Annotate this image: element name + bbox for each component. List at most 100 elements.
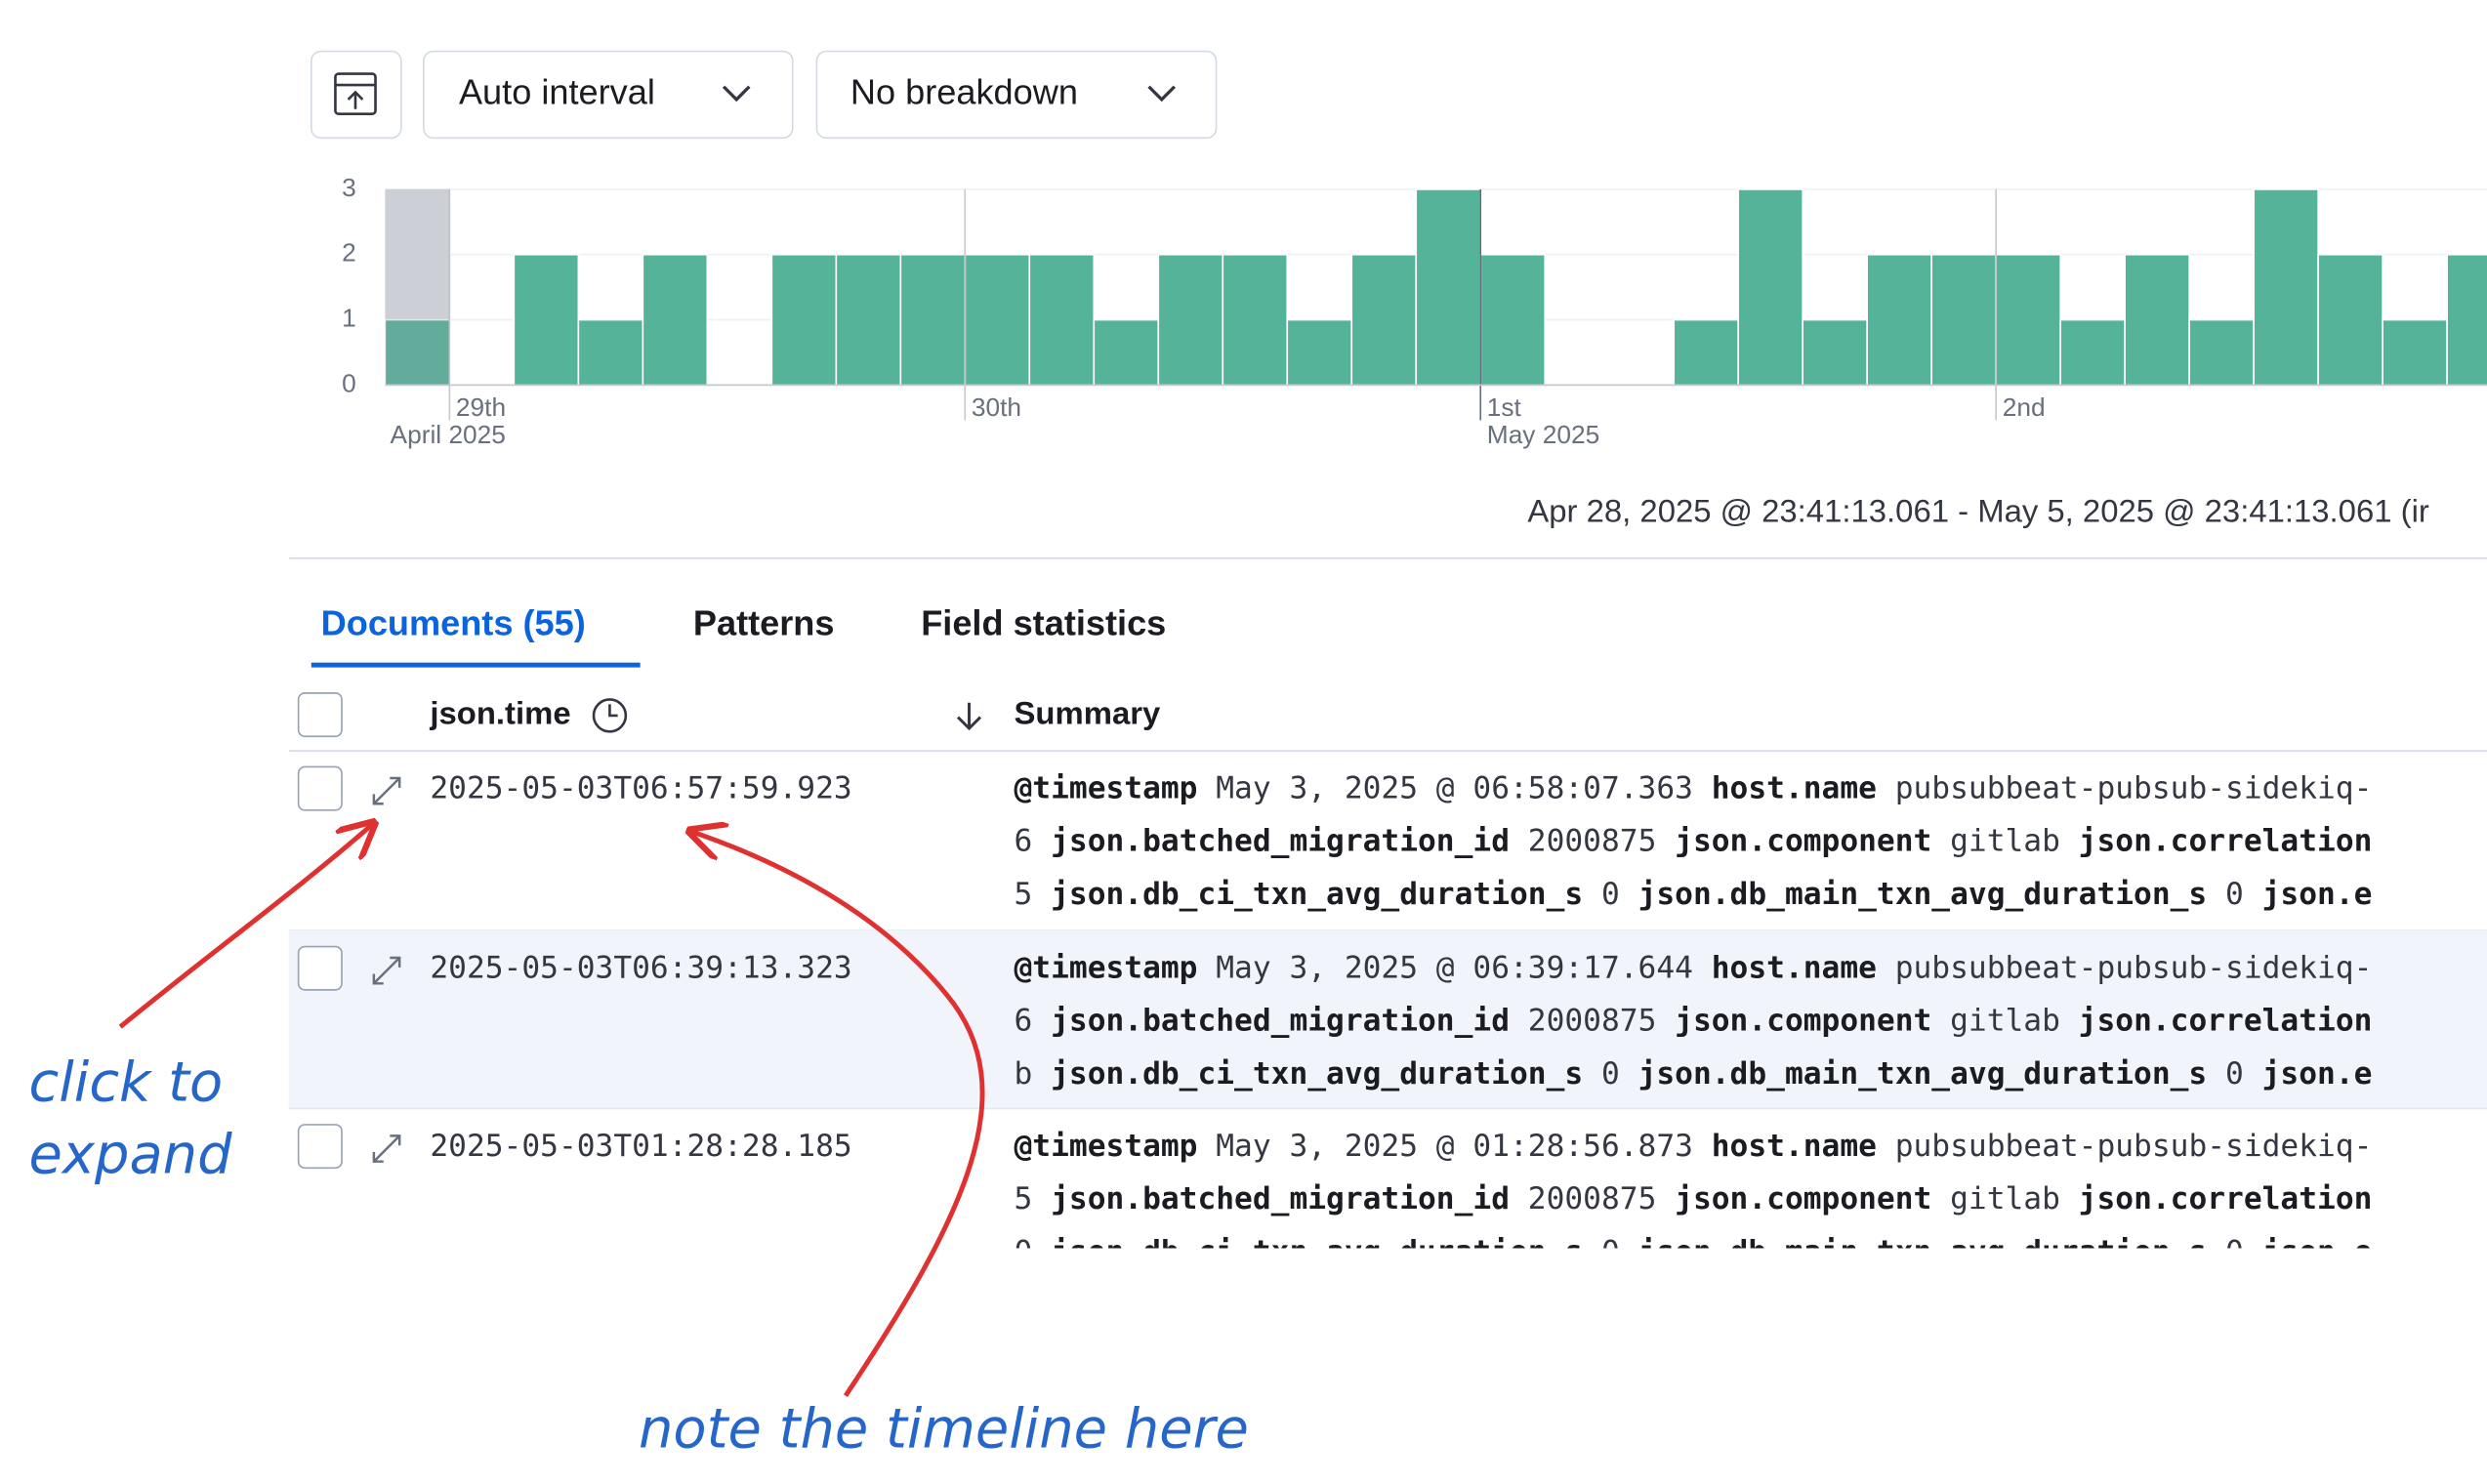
bar bbox=[1802, 318, 1869, 387]
field-value: 0 bbox=[1015, 1234, 1033, 1269]
field-name: json.e bbox=[2262, 1056, 2373, 1092]
bar bbox=[642, 253, 709, 387]
expand-icon[interactable] bbox=[372, 776, 401, 805]
bar bbox=[2253, 188, 2319, 387]
bar bbox=[1222, 253, 1289, 387]
field-value: May 3, 2025 @ 06:58:07.363 bbox=[1216, 770, 1693, 805]
field-name: json.component bbox=[1675, 1004, 1931, 1039]
bar bbox=[2317, 253, 2383, 387]
bar bbox=[384, 318, 451, 387]
summary-line: @timestamp May 3, 2025 @ 01:28:56.873 ho… bbox=[1015, 1129, 2373, 1164]
bar bbox=[1028, 253, 1096, 387]
checkbox[interactable] bbox=[297, 1124, 343, 1170]
upload-icon bbox=[334, 72, 377, 115]
field-name: json.db_main_txn_avg_duration_s bbox=[1638, 1056, 2208, 1092]
timestamp-cell: 2025-05-03T06:39:13.323 bbox=[430, 951, 851, 986]
field-value: gitlab bbox=[1950, 1004, 2060, 1039]
checkbox[interactable] bbox=[297, 765, 343, 811]
field-value: 6 bbox=[1015, 1004, 1033, 1039]
tab-underline bbox=[311, 662, 641, 668]
summary-line: 0 json.db_ci_txn_avg_duration_s 0 json.d… bbox=[1015, 1234, 2373, 1269]
column-header[interactable]: Summary bbox=[1015, 695, 1161, 731]
field-value: 5 bbox=[1015, 877, 1033, 912]
sort-icon[interactable] bbox=[956, 702, 982, 731]
chevron bbox=[1147, 85, 1177, 103]
column-header[interactable]: json.time bbox=[429, 695, 570, 731]
annotation: expand bbox=[29, 1124, 233, 1187]
interval-label: Auto interval bbox=[459, 72, 655, 112]
expand-icon[interactable] bbox=[372, 956, 401, 985]
summary-line: @timestamp May 3, 2025 @ 06:58:07.363 ho… bbox=[1015, 770, 2373, 805]
x-group-label: May 2025 bbox=[1487, 420, 1599, 449]
field-name: json.db_ci_txn_avg_duration_s bbox=[1051, 1056, 1583, 1092]
field-value: May 3, 2025 @ 01:28:56.873 bbox=[1216, 1129, 1693, 1164]
y-tick-label: 3 bbox=[342, 173, 356, 202]
field-name: host.name bbox=[1712, 770, 1877, 805]
field-name: json.db_main_txn_avg_duration_s bbox=[1638, 877, 2208, 912]
bar bbox=[770, 253, 838, 387]
annotation: click to bbox=[29, 1051, 224, 1115]
bar bbox=[1673, 318, 1740, 387]
checkbox[interactable] bbox=[297, 945, 343, 991]
table-header: json.time Summary bbox=[288, 692, 2487, 752]
bar bbox=[899, 253, 967, 387]
x-tick-label: 29th bbox=[456, 392, 506, 422]
row-highlight bbox=[288, 930, 2487, 1109]
field-name: @timestamp bbox=[1015, 1129, 1198, 1164]
summary-line: 6 json.batched_migration_id 2000875 json… bbox=[1015, 1004, 2373, 1039]
field-value: 0 bbox=[1601, 1056, 1620, 1092]
bar bbox=[2124, 253, 2190, 387]
field-value: gitlab bbox=[1950, 1181, 2060, 1216]
timestamp-cell: 2025-05-03T01:28:28.185 bbox=[430, 1129, 851, 1164]
field-name: json.batched_migration_id bbox=[1051, 1181, 1510, 1216]
field-value: May 3, 2025 @ 06:39:17.644 bbox=[1216, 951, 1693, 986]
checkbox[interactable] bbox=[297, 692, 343, 738]
field-value: 5 bbox=[1015, 1181, 1033, 1216]
field-name: json.e bbox=[2262, 877, 2373, 912]
y-tick-label: 0 bbox=[342, 368, 356, 397]
bar bbox=[2188, 318, 2255, 387]
breakdown-button[interactable] bbox=[815, 50, 1218, 140]
field-name: json.correlation bbox=[2079, 1181, 2373, 1216]
field-value: 2000875 bbox=[1528, 1181, 1657, 1216]
field-value: 0 bbox=[2225, 877, 2244, 912]
field-name: json.db_ci_txn_avg_duration_s bbox=[1051, 1234, 1583, 1269]
bar bbox=[1479, 253, 1547, 387]
tab[interactable]: Field statistics bbox=[921, 602, 1166, 642]
bar bbox=[1093, 318, 1160, 387]
x-tick-label: 2nd bbox=[2003, 392, 2046, 422]
bar bbox=[835, 253, 902, 387]
field-name: json.correlation bbox=[2079, 1004, 2373, 1039]
annotation: note the timeline here bbox=[639, 1398, 1249, 1462]
summary-line: 5 json.db_ci_txn_avg_duration_s 0 json.d… bbox=[1015, 877, 2373, 912]
field-name: json.correlation bbox=[2079, 824, 2373, 859]
field-name: json.db_ci_txn_avg_duration_s bbox=[1051, 877, 1583, 912]
table-body: 2025-05-03T06:57:59.923 @timestamp May 3,… bbox=[288, 765, 2487, 1269]
field-value: 6 bbox=[1015, 824, 1033, 859]
breakdown-label: No breakdown bbox=[850, 72, 1078, 112]
clock-icon bbox=[592, 698, 628, 733]
bar bbox=[1350, 253, 1418, 387]
field-value: pubsubbeat-pubsub-sidekiq- bbox=[1895, 770, 2373, 805]
field-name: host.name bbox=[1712, 951, 1877, 986]
bar bbox=[577, 318, 644, 387]
bar bbox=[1286, 318, 1353, 387]
bar bbox=[2446, 253, 2487, 387]
bar bbox=[2382, 318, 2448, 387]
x-tick-label: 30th bbox=[972, 392, 1021, 422]
tab[interactable]: Patterns bbox=[693, 602, 835, 642]
out-of-range-overlay bbox=[385, 188, 450, 386]
field-value: 2000875 bbox=[1528, 824, 1657, 859]
arrow bbox=[118, 823, 374, 1029]
interval-button[interactable] bbox=[422, 50, 794, 140]
x-group-label: April 2025 bbox=[391, 420, 506, 449]
field-value: 0 bbox=[2225, 1234, 2244, 1269]
expand-icon[interactable] bbox=[372, 1134, 401, 1163]
field-name: json.component bbox=[1675, 824, 1931, 859]
field-value: 0 bbox=[1601, 877, 1620, 912]
timestamp-cell: 2025-05-03T06:57:59.923 bbox=[430, 770, 851, 805]
field-value: gitlab bbox=[1950, 824, 2060, 859]
tab[interactable]: Documents (55) bbox=[321, 602, 586, 642]
bar bbox=[2059, 318, 2126, 387]
